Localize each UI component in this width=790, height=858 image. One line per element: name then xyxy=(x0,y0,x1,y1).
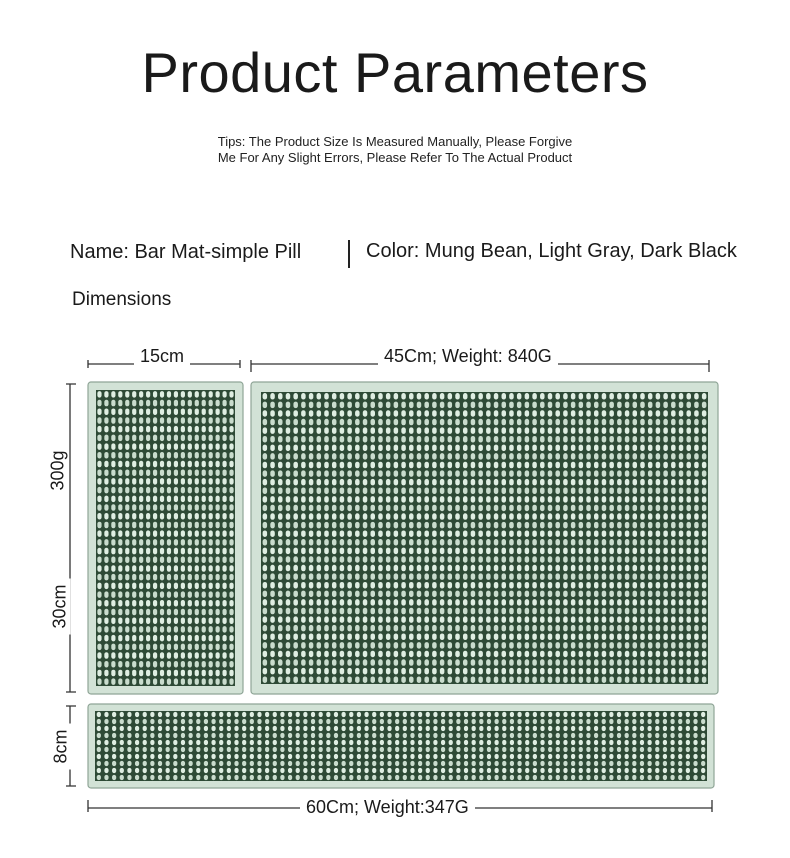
tips-line-1: Tips: The Product Size Is Measured Manua… xyxy=(217,134,573,149)
page-title: Product Parameters xyxy=(141,41,649,104)
mat-pill-grid xyxy=(97,391,234,685)
large-mat xyxy=(250,381,719,695)
small-height-label: 30cm xyxy=(49,578,71,635)
dimension-lines xyxy=(66,360,713,812)
tips-note: Tips: The Product Size Is Measured Manua… xyxy=(0,134,790,166)
long-height-label: 8cm xyxy=(50,723,72,770)
mat-base xyxy=(261,392,708,684)
small-height-bracket xyxy=(66,383,76,693)
large-width-label: 45Cm; Weight: 840G xyxy=(378,346,558,367)
long-width-label: 60Cm; Weight:347G xyxy=(300,797,475,818)
mat-base xyxy=(95,711,707,781)
product-name: Name: Bar Mat-simple Pill xyxy=(70,241,302,263)
small-width-label: 15cm xyxy=(134,346,191,367)
small-weight-label: 300g xyxy=(47,444,69,497)
mat-pill-grid xyxy=(96,711,706,781)
long-mat xyxy=(87,703,715,789)
mat-base xyxy=(96,390,235,686)
product-colors: Color: Mung Bean, Light Gray, Dark Black xyxy=(366,240,737,262)
spec-divider xyxy=(348,240,350,268)
mat-pill-grid xyxy=(262,393,707,683)
tips-line-2: Me For Any Slight Errors, Please Refer T… xyxy=(217,150,573,165)
small-mat xyxy=(87,381,244,695)
dimensions-heading: Dimensions xyxy=(72,289,172,310)
